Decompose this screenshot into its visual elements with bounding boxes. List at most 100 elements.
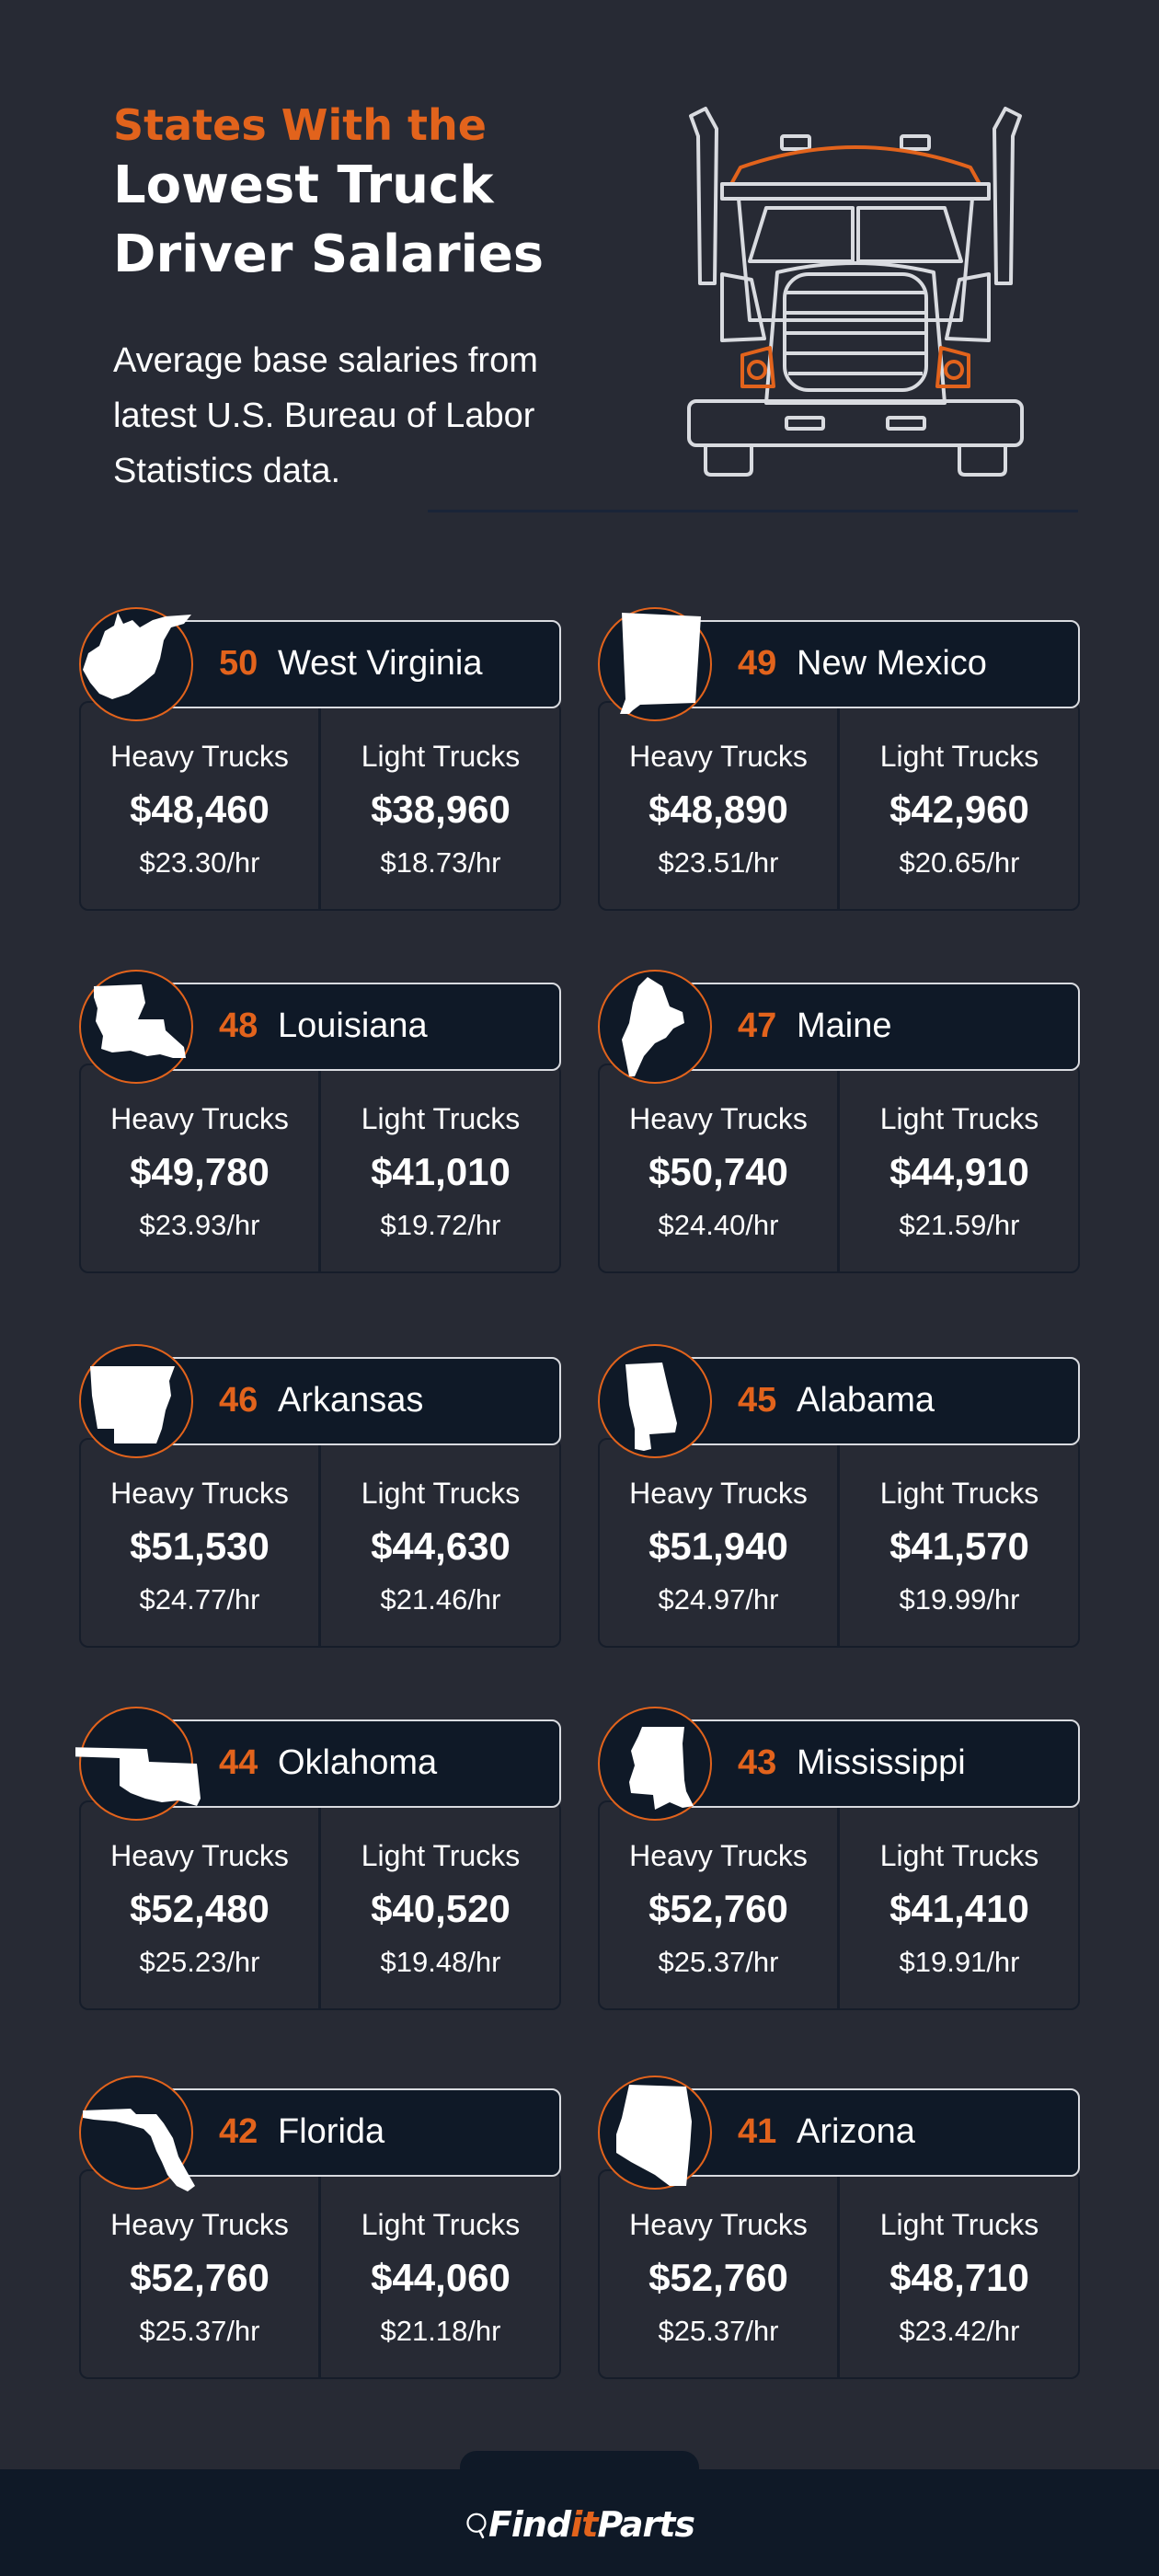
- state-name: Oklahoma: [278, 1743, 438, 1782]
- card-divider: [837, 1440, 840, 1646]
- heavy-trucks-label: Heavy Trucks: [629, 1477, 808, 1510]
- heavy-trucks-hourly: $25.37/hr: [658, 1946, 779, 1978]
- heavy-trucks-label: Heavy Trucks: [629, 1102, 808, 1135]
- state-card: 43 Mississippi Heavy Trucks $52,760 $25.37/h…: [598, 1707, 1080, 2010]
- state-banner: [134, 2088, 561, 2177]
- heavy-trucks-salary: $48,460: [130, 788, 270, 831]
- maine-map-icon: [622, 977, 684, 1076]
- heavy-trucks-salary: $51,940: [648, 1524, 788, 1568]
- heavy-trucks-hourly: $24.97/hr: [658, 1583, 779, 1616]
- card-divider: [318, 2171, 321, 2377]
- title-line-2: Driver Salaries: [113, 224, 545, 284]
- state-name: Mississippi: [797, 1743, 966, 1782]
- heavy-trucks-column: Heavy Trucks $52,760 $25.37/hr: [598, 1800, 839, 1981]
- state-card: 50 West Virginia Heavy Trucks $48,460 $23.30…: [79, 607, 561, 911]
- state-card: 44 Oklahoma Heavy Trucks $52,480 $25.23/hr Li…: [75, 1707, 561, 2010]
- state-badge: [75, 1707, 201, 1821]
- light-trucks-hourly: $19.48/hr: [380, 1946, 501, 1978]
- state-rank: 50: [219, 644, 258, 683]
- heavy-trucks-hourly: $24.77/hr: [139, 1583, 260, 1616]
- state-name: Arkansas: [278, 1381, 424, 1420]
- title-line-1: Lowest Truck: [113, 155, 494, 215]
- state-rank: 41: [738, 2112, 777, 2151]
- heavy-trucks-salary: $51,530: [130, 1524, 270, 1568]
- state-name: Maine: [797, 1006, 892, 1045]
- light-trucks-hourly: $18.73/hr: [380, 846, 501, 879]
- state-name: Alabama: [797, 1381, 935, 1420]
- light-trucks-column: Light Trucks $44,630 $21.46/hr: [320, 1438, 561, 1618]
- heavy-trucks-column: Heavy Trucks $52,760 $25.37/hr: [598, 2169, 839, 2350]
- state-badge: [598, 2076, 712, 2190]
- state-card: 46 Arkansas Heavy Trucks $51,530 $24.77/hr Li…: [79, 1344, 561, 1648]
- state-name: Louisiana: [278, 1006, 428, 1045]
- heavy-trucks-hourly: $23.93/hr: [139, 1209, 260, 1241]
- heavy-trucks-column: Heavy Trucks $49,780 $23.93/hr: [79, 1064, 320, 1244]
- light-trucks-column: Light Trucks $41,010 $19.72/hr: [320, 1064, 561, 1244]
- state-rank: 45: [738, 1381, 777, 1420]
- card-divider: [837, 1065, 840, 1271]
- light-trucks-hourly: $21.18/hr: [380, 2315, 501, 2347]
- heavy-trucks-hourly: $25.37/hr: [139, 2315, 260, 2347]
- state-card: 49 New Mexico Heavy Trucks $48,890 $23.51/hr…: [598, 607, 1080, 911]
- heavy-trucks-column: Heavy Trucks $51,940 $24.97/hr: [598, 1438, 839, 1618]
- light-trucks-hourly: $21.59/hr: [899, 1209, 1020, 1241]
- heavy-trucks-salary: $52,760: [648, 2256, 788, 2299]
- light-trucks-hourly: $19.91/hr: [899, 1946, 1020, 1978]
- light-trucks-hourly: $23.42/hr: [899, 2315, 1020, 2347]
- heavy-trucks-column: Heavy Trucks $52,480 $25.23/hr: [79, 1800, 320, 1981]
- light-trucks-label: Light Trucks: [879, 1102, 1039, 1135]
- footer: [0, 2469, 1159, 2576]
- light-trucks-column: Light Trucks $41,410 $19.91/hr: [839, 1800, 1080, 1981]
- light-trucks-label: Light Trucks: [879, 740, 1039, 773]
- light-trucks-salary: $40,520: [371, 1887, 511, 1930]
- state-rank: 44: [219, 1743, 258, 1782]
- light-trucks-column: Light Trucks $44,060 $21.18/hr: [320, 2169, 561, 2350]
- heavy-trucks-label: Heavy Trucks: [110, 1477, 289, 1510]
- light-trucks-salary: $41,010: [371, 1150, 511, 1193]
- state-card: 47 Maine Heavy Trucks $50,740 $24.40/hr Light…: [598, 970, 1080, 1273]
- title-kicker: States With the: [113, 100, 487, 150]
- light-trucks-salary: $48,710: [889, 2256, 1029, 2299]
- heavy-trucks-salary: $52,760: [130, 2256, 270, 2299]
- heavy-trucks-label: Heavy Trucks: [629, 1839, 808, 1872]
- light-trucks-label: Light Trucks: [361, 1839, 521, 1872]
- finditparts-logo[interactable]: Find it Parts: [465, 2490, 695, 2559]
- heavy-trucks-column: Heavy Trucks $48,890 $23.51/hr: [598, 701, 839, 881]
- state-name: New Mexico: [797, 644, 987, 683]
- state-card: 48 Louisiana Heavy Trucks $49,780 $23.93/hr L…: [79, 970, 561, 1273]
- heavy-trucks-salary: $52,480: [130, 1887, 270, 1930]
- arkansas-map-icon: [90, 1366, 175, 1443]
- state-badge: [79, 2076, 195, 2191]
- light-trucks-column: Light Trucks $44,910 $21.59/hr: [839, 1064, 1080, 1244]
- state-card: 45 Alabama Heavy Trucks $51,940 $24.97/hr Lig…: [598, 1344, 1080, 1648]
- state-rank: 48: [219, 1006, 258, 1045]
- card-divider: [837, 1802, 840, 2008]
- ground-line: [428, 510, 1078, 512]
- light-trucks-salary: $41,410: [889, 1887, 1029, 1930]
- state-name: Arizona: [797, 2112, 915, 2151]
- light-trucks-column: Light Trucks $48,710 $23.42/hr: [839, 2169, 1080, 2350]
- light-trucks-label: Light Trucks: [361, 740, 521, 773]
- state-banner: [134, 620, 561, 708]
- heavy-trucks-label: Heavy Trucks: [110, 740, 289, 773]
- alabama-map-icon: [625, 1363, 677, 1451]
- state-rank: 49: [738, 644, 777, 683]
- state-badge: [79, 607, 193, 721]
- state-banner: [653, 2088, 1080, 2177]
- state-banner: [653, 1719, 1080, 1808]
- light-trucks-column: Light Trucks $42,960 $20.65/hr: [839, 701, 1080, 881]
- heavy-trucks-column: Heavy Trucks $52,760 $25.37/hr: [79, 2169, 320, 2350]
- heavy-trucks-label: Heavy Trucks: [110, 1839, 289, 1872]
- card-divider: [318, 1440, 321, 1646]
- heavy-trucks-hourly: $25.23/hr: [139, 1946, 260, 1978]
- heavy-trucks-hourly: $24.40/hr: [658, 1209, 779, 1241]
- semi-truck-icon: [687, 107, 1024, 477]
- state-rank: 42: [219, 2112, 258, 2151]
- light-trucks-salary: $42,960: [889, 788, 1029, 831]
- logo-parts: Parts: [597, 2504, 695, 2545]
- logo-it: it: [570, 2504, 598, 2545]
- light-trucks-label: Light Trucks: [879, 1477, 1039, 1510]
- heavy-trucks-label: Heavy Trucks: [629, 2208, 808, 2241]
- logo-find: Find: [488, 2504, 571, 2545]
- heavy-trucks-hourly: $23.30/hr: [139, 846, 260, 879]
